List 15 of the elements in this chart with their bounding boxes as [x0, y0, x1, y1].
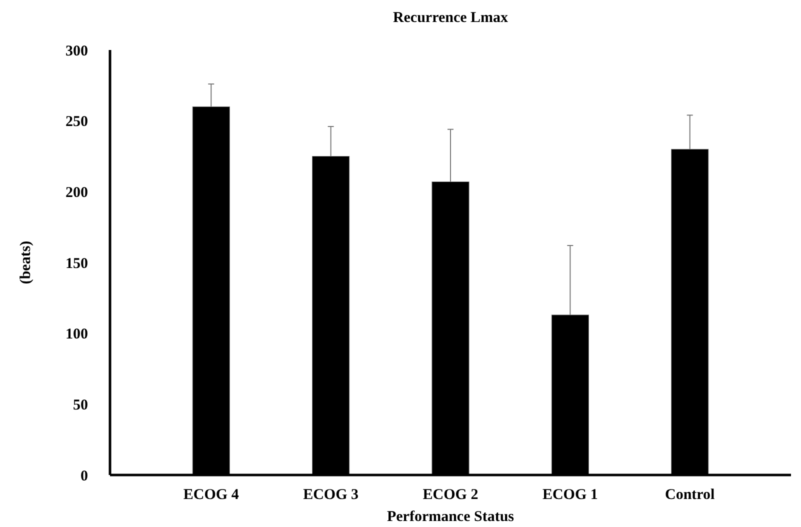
y-tick-label: 100	[66, 326, 88, 343]
y-tick-label: 300	[66, 43, 88, 60]
y-tick-label: 150	[66, 256, 88, 272]
y-axis-title: (beats)	[18, 240, 34, 284]
y-tick-label: 0	[80, 468, 88, 484]
chart-title: Recurrence Lmax	[392, 10, 509, 26]
x-axis-title: Performance Status	[386, 509, 514, 525]
x-tick-label: ECOG 4	[183, 487, 240, 503]
x-tick-label: ECOG 3	[303, 487, 359, 503]
x-tick-label: ECOG 1	[542, 487, 598, 503]
y-tick-label: 200	[66, 184, 88, 201]
y-tick-label: 50	[73, 397, 88, 414]
x-tick-label: Control	[665, 487, 715, 503]
x-tick-label: ECOG 2	[422, 487, 478, 503]
y-tick-label: 250	[66, 114, 88, 130]
